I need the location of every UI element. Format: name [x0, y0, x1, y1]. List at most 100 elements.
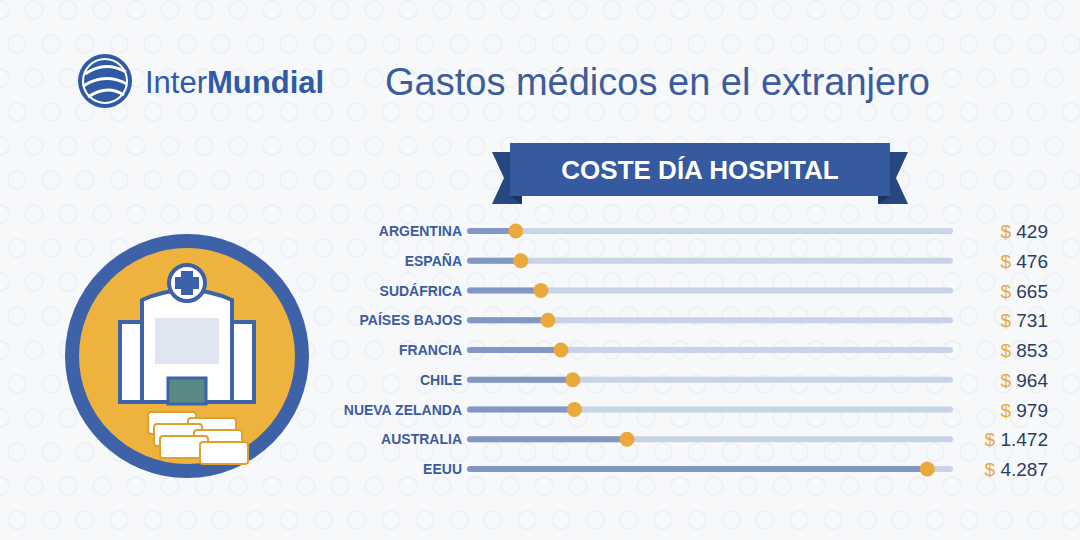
icon-cross — [175, 271, 199, 295]
pattern-dot — [195, 137, 213, 155]
plot-area — [470, 224, 935, 477]
pattern-dot — [76, 239, 94, 257]
pattern-dot — [824, 511, 842, 529]
pattern-dot — [263, 477, 281, 495]
pattern-dot — [399, 205, 417, 223]
bar — [470, 436, 627, 442]
pattern-dot — [314, 35, 332, 53]
pattern-dot — [926, 239, 944, 257]
pattern-dot — [552, 239, 570, 257]
labels: ARGENTINA$ 429ESPAÑA$ 476SUDÁFRICA$ 665P… — [344, 221, 1049, 480]
pattern-dot — [1062, 171, 1080, 189]
pattern-dot — [926, 35, 944, 53]
pattern-dot — [1028, 171, 1046, 189]
value-label: $ 1.472 — [985, 429, 1048, 450]
pattern-dot — [331, 477, 349, 495]
pattern-dot — [756, 511, 774, 529]
pattern-dot — [195, 1, 213, 19]
pattern-dot — [314, 511, 332, 529]
pattern-dot — [246, 171, 264, 189]
pattern-dot — [586, 511, 604, 529]
value-label-currency: $ — [1000, 251, 1016, 272]
pattern-dot — [569, 477, 587, 495]
pattern-dot — [858, 239, 876, 257]
pattern-dot — [722, 103, 740, 121]
value-label: $ 476 — [1000, 251, 1048, 272]
pattern-dot — [8, 375, 26, 393]
pattern-dot — [1062, 239, 1080, 257]
brand: InterMundial — [145, 65, 324, 100]
pattern-dot — [280, 35, 298, 53]
track — [470, 347, 950, 353]
pattern-dot — [297, 273, 315, 291]
pattern-dot — [280, 443, 298, 461]
pattern-dot — [688, 239, 706, 257]
pattern-dot — [297, 137, 315, 155]
value-label-currency: $ — [1000, 400, 1016, 421]
pattern-dot — [1011, 137, 1029, 155]
pattern-dot — [297, 477, 315, 495]
pattern-dot — [76, 443, 94, 461]
pattern-dot — [416, 171, 434, 189]
track — [470, 377, 950, 383]
pattern-dot — [637, 1, 655, 19]
pattern-dot — [807, 477, 825, 495]
track — [470, 466, 950, 472]
category-label: ESPAÑA — [405, 252, 462, 269]
pattern-dot — [433, 137, 451, 155]
pattern-dot — [161, 137, 179, 155]
pattern-dot — [178, 35, 196, 53]
pattern-dot — [960, 103, 978, 121]
pattern-dot — [654, 103, 672, 121]
pattern-dot — [960, 443, 978, 461]
pattern-dot — [110, 35, 128, 53]
pattern-dot — [790, 103, 808, 121]
pattern-dot — [246, 103, 264, 121]
pattern-dot — [331, 69, 349, 87]
pattern-dot — [807, 1, 825, 19]
pattern-dot — [59, 1, 77, 19]
pattern-dot — [637, 205, 655, 223]
pattern-dot — [773, 1, 791, 19]
bar — [470, 347, 561, 353]
pattern-dot — [926, 511, 944, 529]
pattern-dot — [1062, 375, 1080, 393]
pattern-dot — [892, 103, 910, 121]
pattern-dot — [552, 443, 570, 461]
pattern-dot — [1028, 103, 1046, 121]
pattern-dot — [790, 443, 808, 461]
pattern-dot — [467, 477, 485, 495]
pattern-dot — [348, 443, 366, 461]
pattern-dot — [960, 375, 978, 393]
pattern-dot — [909, 1, 927, 19]
pattern-dot — [263, 137, 281, 155]
pattern-dot — [756, 239, 774, 257]
pattern-dot — [382, 35, 400, 53]
pattern-dot — [1011, 1, 1029, 19]
pattern-dot — [960, 511, 978, 529]
pattern-dot — [688, 443, 706, 461]
pattern-dot — [1062, 103, 1080, 121]
pattern-dot — [824, 443, 842, 461]
pattern-dot — [280, 103, 298, 121]
pattern-dot — [229, 205, 247, 223]
pattern-dot — [790, 239, 808, 257]
pattern-dot — [178, 511, 196, 529]
pattern-dot — [637, 477, 655, 495]
pattern-dot — [110, 511, 128, 529]
pattern-dot — [518, 35, 536, 53]
pattern-dot — [756, 103, 774, 121]
category-label: FRANCIA — [399, 342, 462, 358]
pattern-dot — [42, 171, 60, 189]
pattern-dot — [841, 1, 859, 19]
pattern-dot — [586, 103, 604, 121]
pattern-dot — [960, 239, 978, 257]
pattern-dot — [212, 35, 230, 53]
pattern-dot — [212, 171, 230, 189]
pattern-dot — [586, 239, 604, 257]
pattern-dot — [722, 35, 740, 53]
pattern-dot — [93, 205, 111, 223]
pattern-dot — [416, 35, 434, 53]
pattern-dot — [280, 171, 298, 189]
value-label-currency: $ — [1000, 370, 1016, 391]
